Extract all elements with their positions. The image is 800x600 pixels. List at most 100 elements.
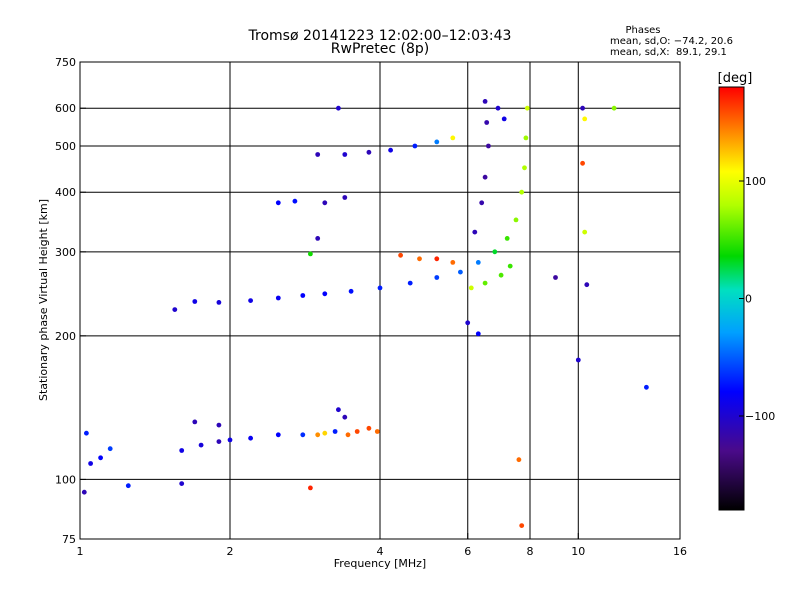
data-point	[172, 307, 178, 312]
y-tick-label: 400	[55, 186, 76, 199]
data-point	[248, 435, 254, 441]
data-point	[354, 429, 360, 434]
x-tick-label: 10	[571, 545, 585, 558]
data-point	[523, 135, 529, 141]
data-point	[580, 160, 585, 166]
data-point	[308, 485, 313, 491]
data-point	[192, 299, 198, 304]
data-point	[315, 432, 321, 438]
data-point	[479, 200, 485, 206]
data-point	[513, 217, 519, 223]
data-point	[315, 152, 321, 157]
data-point	[366, 425, 372, 431]
data-point	[553, 275, 558, 280]
data-point	[434, 256, 440, 262]
data-point	[450, 260, 456, 265]
x-tick-label: 4	[377, 545, 384, 558]
y-tick-label: 300	[55, 246, 76, 259]
stats-o-line: mean, sd,O: −74.2, 20.6	[610, 36, 733, 47]
data-point	[322, 200, 328, 206]
data-point	[377, 285, 383, 291]
data-point	[275, 295, 281, 301]
data-points	[81, 99, 649, 528]
colorbar-tick-label: −100	[745, 410, 775, 423]
y-tick-label: 600	[55, 102, 76, 115]
y-axis-label: Stationary phase Virtual Height [km]	[37, 199, 50, 401]
data-point	[248, 298, 254, 303]
data-point	[582, 116, 588, 122]
colorbar-tick-label: 0	[745, 293, 752, 306]
x-axis-label: Frequency [MHz]	[334, 557, 426, 570]
data-point	[216, 439, 222, 444]
data-point	[468, 285, 474, 291]
y-tick-label: 200	[55, 330, 76, 343]
data-point	[342, 152, 348, 157]
grid-lines	[80, 62, 680, 539]
data-point	[84, 430, 89, 436]
data-point	[465, 320, 471, 326]
data-point	[575, 357, 581, 363]
data-point	[192, 419, 198, 425]
data-point	[611, 105, 617, 111]
data-point	[498, 272, 504, 278]
data-point	[516, 457, 522, 463]
data-point	[198, 442, 204, 448]
data-point	[472, 229, 478, 235]
data-point	[580, 105, 585, 111]
data-point	[374, 429, 380, 434]
data-point	[125, 483, 131, 489]
data-point	[308, 251, 313, 257]
data-point	[88, 461, 93, 466]
data-point	[107, 446, 113, 452]
data-point	[492, 249, 498, 255]
data-point	[484, 120, 490, 125]
x-tick-label: 1	[77, 545, 84, 558]
stats-x-line: mean, sd,X: 89.1, 29.1	[610, 47, 727, 58]
data-point	[482, 280, 488, 286]
x-tick-label: 8	[527, 545, 534, 558]
y-tick-label: 750	[55, 56, 76, 69]
data-point	[519, 523, 525, 528]
data-point	[179, 481, 185, 486]
data-point	[275, 200, 281, 206]
y-axis: 75 100 200 300 400 500 600 750	[55, 56, 86, 546]
data-point	[292, 198, 298, 204]
data-point	[336, 105, 341, 111]
data-point	[366, 149, 372, 155]
data-point	[345, 432, 351, 438]
data-point	[322, 291, 328, 297]
data-point	[342, 414, 348, 420]
data-point	[450, 135, 456, 141]
data-point	[507, 263, 513, 269]
data-point	[322, 430, 328, 436]
colorbar-ticks: 100 0 −100	[739, 175, 775, 423]
data-point	[315, 236, 321, 241]
data-point	[342, 195, 348, 200]
data-point	[644, 384, 649, 390]
data-point	[475, 331, 481, 337]
data-point	[300, 293, 306, 298]
colorbar-tick-label: 100	[745, 175, 766, 188]
x-axis: 1 2 4 6 8 10 16	[77, 533, 687, 558]
data-point	[501, 116, 507, 122]
data-point	[417, 256, 422, 262]
data-point	[275, 432, 281, 438]
data-point	[504, 236, 510, 241]
data-point	[81, 489, 87, 495]
data-point	[98, 455, 103, 461]
y-tick-label: 500	[55, 140, 76, 153]
chart-title: Tromsø 20141223 12:02:00–12:03:43	[248, 28, 512, 44]
data-point	[524, 105, 530, 111]
x-tick-label: 2	[227, 545, 234, 558]
data-point	[412, 143, 418, 149]
data-point	[475, 260, 481, 265]
chart-subtitle: RwPretec (8p)	[331, 41, 429, 57]
data-point	[522, 165, 527, 171]
stats-header: Phases	[625, 25, 660, 36]
data-point	[348, 288, 354, 294]
data-point	[482, 99, 488, 104]
data-point	[584, 282, 590, 288]
y-tick-label: 75	[62, 533, 76, 546]
data-point	[458, 269, 463, 275]
